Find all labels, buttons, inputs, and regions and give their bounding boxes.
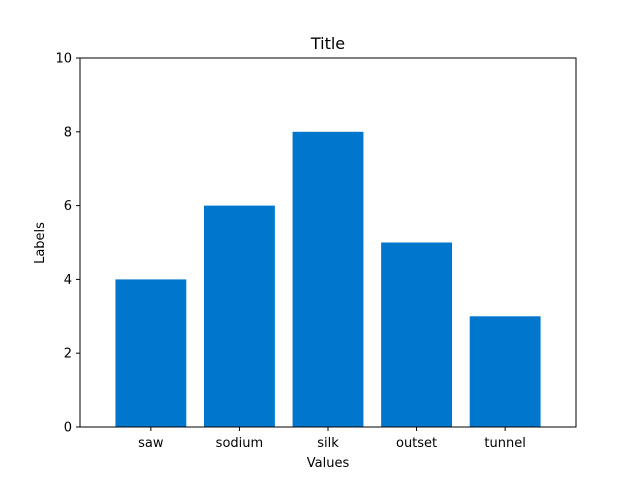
y-tick-label: 0	[64, 421, 72, 436]
x-axis-label: Values	[307, 456, 350, 471]
y-axis: 0 2 4 6 8 10	[55, 52, 80, 436]
x-axis: saw sodium silk outset tunnel	[138, 427, 526, 451]
plot-frame	[79, 57, 577, 428]
y-tick-label: 2	[64, 347, 72, 362]
y-tick-label: 6	[64, 199, 72, 214]
bar-silk	[292, 131, 364, 428]
y-tick-label: 4	[64, 273, 72, 288]
bar-sodium	[204, 205, 275, 427]
x-tick-label-outset: outset	[396, 436, 437, 451]
x-tick-label-tunnel: tunnel	[484, 436, 525, 451]
bar-saw	[115, 279, 187, 427]
x-tick-label-sodium: sodium	[216, 436, 264, 451]
chart-title: Title	[310, 34, 345, 53]
bar-outset	[381, 242, 452, 427]
x-tick-label-silk: silk	[317, 436, 339, 451]
x-tick-label-saw: saw	[138, 436, 164, 451]
y-tick-label: 8	[64, 125, 72, 140]
y-axis-label: Labels	[33, 222, 48, 264]
bars-group	[115, 131, 541, 428]
y-tick-label: 10	[55, 52, 72, 67]
bar-tunnel	[469, 316, 541, 427]
